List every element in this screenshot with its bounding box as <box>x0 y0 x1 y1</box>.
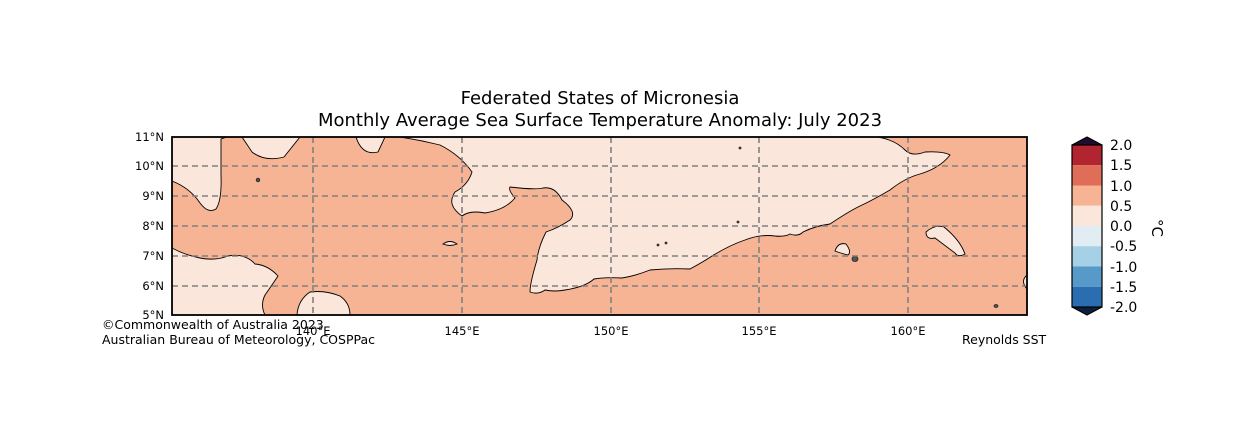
colorbar-swatch <box>1072 246 1102 267</box>
colorbar-swatch <box>1072 226 1102 247</box>
colorbar: 2.0 1.5 1.0 0.5 0.0 -0.5 -1.0 -1.5 -2.0 … <box>1071 136 1166 316</box>
colorbar-swatch <box>1072 266 1102 287</box>
agency-text: Australian Bureau of Meteorology, COSPPa… <box>102 332 375 347</box>
colorbar-tick: 2.0 <box>1110 138 1132 154</box>
lon-label: 155°E <box>742 324 777 338</box>
colorbar-swatch <box>1072 185 1102 206</box>
colorbar-tick: -1.5 <box>1110 280 1137 296</box>
colorbar-swatch <box>1072 145 1102 166</box>
island-markers <box>255 146 999 308</box>
map-frame <box>171 136 1028 316</box>
colorbar-unit: °C <box>1148 219 1166 237</box>
colorbar-tick: -2.0 <box>1110 300 1137 316</box>
lon-label: 145°E <box>445 324 480 338</box>
map-gridlines <box>172 137 1027 315</box>
colorbar-tick: 1.5 <box>1110 158 1132 174</box>
colorbar-swatch <box>1072 165 1102 186</box>
data-source-text: Reynolds SST <box>962 332 1047 347</box>
lat-label: 9°N <box>142 189 164 203</box>
lat-label: 7°N <box>142 249 164 263</box>
copyright-text: ©Commonwealth of Australia 2023 <box>102 317 324 332</box>
lat-label: 6°N <box>142 279 164 293</box>
colorbar-tick: -0.5 <box>1110 239 1137 255</box>
lat-label: 10°N <box>135 159 164 173</box>
longitude-labels: 140°E 145°E 150°E 155°E 160°E <box>296 324 926 338</box>
colorbar-tick: 0.0 <box>1110 219 1132 235</box>
latitude-labels: 11°N 10°N 9°N 8°N 7°N 6°N 5°N <box>135 130 164 322</box>
colorbar-extend-top <box>1071 136 1103 146</box>
anomaly-band-0.0-0.5 <box>172 137 1027 315</box>
lon-label: 160°E <box>891 324 926 338</box>
map-title-line2: Monthly Average Sea Surface Temperature … <box>317 110 883 131</box>
colorbar-ticks: 2.0 1.5 1.0 0.5 0.0 -0.5 -1.0 -1.5 -2.0 <box>1110 138 1137 316</box>
colorbar-swatch <box>1072 205 1102 226</box>
map-title-line1: Federated States of Micronesia <box>460 88 740 109</box>
colorbar-tick: -1.0 <box>1110 260 1137 276</box>
colorbar-extend-bottom <box>1071 306 1103 316</box>
colorbar-tick: 1.0 <box>1110 179 1132 195</box>
lat-label: 5°N <box>142 308 164 322</box>
lon-label: 150°E <box>594 324 629 338</box>
colorbar-swatch <box>1072 286 1102 307</box>
lat-label: 11°N <box>135 130 164 144</box>
colorbar-tick: 0.5 <box>1110 199 1132 215</box>
lon-label: 140°E <box>296 324 331 338</box>
lat-label: 8°N <box>142 219 164 233</box>
